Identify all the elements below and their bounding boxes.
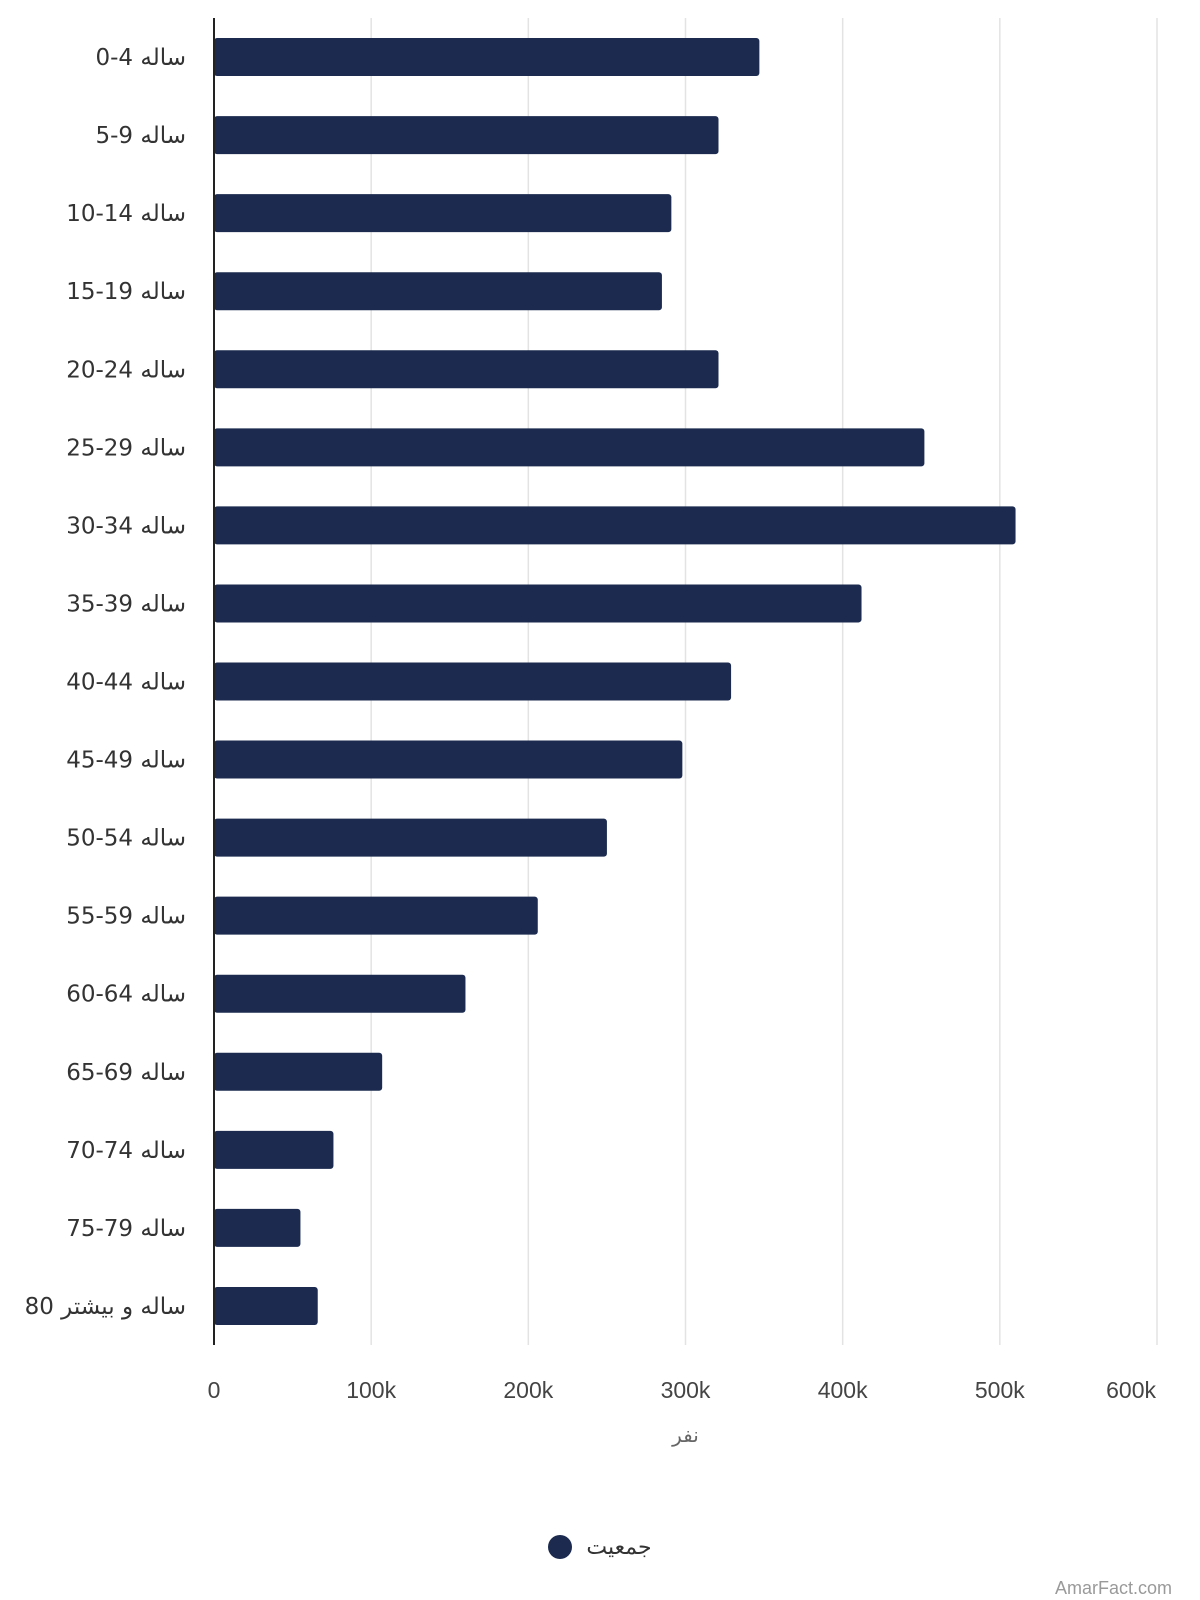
bar — [214, 38, 760, 77]
category-label: 5-9 ساله — [95, 123, 186, 149]
bar — [214, 428, 925, 467]
bar — [214, 818, 607, 857]
bar — [214, 272, 662, 311]
legend-marker — [548, 1535, 573, 1559]
x-tick-label: 100k — [346, 1377, 396, 1403]
bar — [214, 974, 466, 1013]
watermark: AmarFact.com — [1054, 1578, 1172, 1598]
x-axis-title: نفر — [671, 1423, 699, 1447]
category-label: 65-69 ساله — [66, 1060, 186, 1086]
bar — [214, 116, 719, 155]
legend-label: جمعیت — [586, 1534, 652, 1559]
bar — [214, 194, 672, 233]
category-label: 15-19 ساله — [66, 279, 186, 305]
category-label: 40-44 ساله — [66, 670, 186, 696]
category-label: 60-64 ساله — [66, 982, 186, 1008]
legend: جمعیت — [0, 1532, 1200, 1562]
bars — [214, 38, 1016, 1325]
category-label: 20-24 ساله — [66, 357, 186, 383]
x-tick-label: 200k — [503, 1377, 553, 1403]
x-tick-label: 500k — [975, 1377, 1025, 1403]
category-label: 70-74 ساله — [66, 1138, 186, 1164]
x-tick-label: 600k — [1106, 1377, 1156, 1403]
category-label: 35-39 ساله — [66, 591, 186, 617]
category-label: 50-54 ساله — [66, 826, 186, 852]
category-label: 80 ساله و بیشتر — [25, 1294, 186, 1320]
x-tick-labels: 0 100k 200k 300k 400k 500k 600k — [208, 1377, 1157, 1403]
bar — [214, 662, 732, 701]
category-label: 55-59 ساله — [66, 904, 186, 930]
bar — [214, 896, 538, 935]
category-label: 45-49 ساله — [66, 748, 186, 774]
category-label: 0-4 ساله — [95, 45, 186, 71]
category-labels: 0-4 ساله 5-9 ساله 10-14 ساله 15-19 ساله 20-2… — [25, 45, 186, 1320]
bar — [214, 350, 719, 389]
category-label: 10-14 ساله — [66, 201, 186, 227]
x-tick-label: 400k — [818, 1377, 868, 1403]
bar — [214, 1130, 334, 1169]
bar — [214, 740, 683, 779]
bar — [214, 584, 862, 623]
category-label: 75-79 ساله — [66, 1216, 186, 1242]
bar — [214, 1052, 383, 1091]
population-bar-chart: 0-4 ساله 5-9 ساله 10-14 ساله 15-19 ساله 20-2… — [25, 18, 1158, 1447]
x-tick-label: 0 — [208, 1377, 221, 1403]
category-label: 30-34 ساله — [66, 513, 186, 539]
bar — [214, 1208, 301, 1247]
bar — [214, 1286, 318, 1325]
bar — [214, 506, 1016, 545]
x-tick-label: 300k — [661, 1377, 711, 1403]
category-label: 25-29 ساله — [66, 435, 186, 461]
